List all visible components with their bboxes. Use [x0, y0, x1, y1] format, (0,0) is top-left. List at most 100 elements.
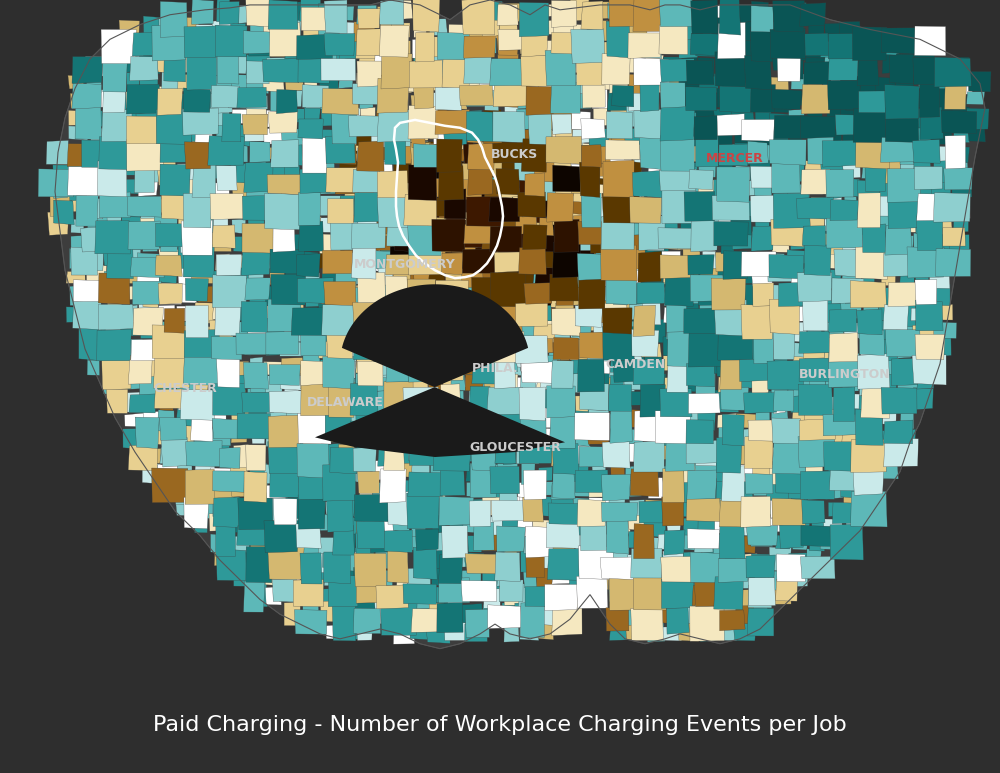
Polygon shape: [403, 387, 438, 409]
Polygon shape: [788, 342, 806, 357]
Polygon shape: [631, 271, 645, 284]
Polygon shape: [268, 180, 287, 195]
Polygon shape: [575, 305, 602, 327]
Polygon shape: [716, 252, 736, 271]
Polygon shape: [822, 233, 844, 254]
Polygon shape: [511, 297, 525, 306]
Polygon shape: [248, 318, 269, 342]
Polygon shape: [342, 222, 354, 237]
Polygon shape: [511, 317, 525, 332]
Polygon shape: [684, 308, 719, 333]
Polygon shape: [501, 308, 513, 318]
Polygon shape: [284, 601, 300, 625]
Polygon shape: [638, 251, 661, 282]
Polygon shape: [356, 5, 377, 24]
Polygon shape: [446, 162, 461, 182]
Polygon shape: [632, 131, 645, 142]
Polygon shape: [559, 315, 575, 332]
Polygon shape: [323, 465, 356, 501]
Polygon shape: [664, 588, 681, 605]
Polygon shape: [500, 128, 509, 141]
Polygon shape: [952, 75, 973, 95]
Polygon shape: [553, 337, 579, 359]
Polygon shape: [338, 606, 358, 620]
Polygon shape: [97, 329, 131, 361]
Polygon shape: [681, 358, 702, 375]
Polygon shape: [546, 329, 561, 342]
Polygon shape: [356, 390, 378, 410]
Polygon shape: [716, 495, 735, 514]
Polygon shape: [450, 427, 466, 447]
Polygon shape: [393, 222, 405, 237]
Polygon shape: [516, 302, 548, 326]
Polygon shape: [806, 124, 824, 143]
Polygon shape: [536, 304, 552, 321]
Polygon shape: [553, 242, 581, 278]
Polygon shape: [504, 414, 520, 427]
Polygon shape: [450, 234, 466, 250]
Polygon shape: [514, 209, 526, 224]
Polygon shape: [393, 179, 404, 189]
Polygon shape: [401, 274, 417, 283]
Polygon shape: [249, 375, 268, 393]
Polygon shape: [644, 604, 665, 618]
Polygon shape: [301, 7, 329, 31]
Polygon shape: [439, 359, 463, 380]
Polygon shape: [744, 55, 772, 90]
Polygon shape: [280, 374, 304, 390]
Polygon shape: [368, 237, 380, 246]
Polygon shape: [826, 408, 844, 427]
Polygon shape: [426, 328, 442, 343]
Polygon shape: [717, 301, 736, 325]
Polygon shape: [861, 386, 890, 418]
Polygon shape: [499, 496, 521, 516]
Polygon shape: [482, 339, 497, 359]
Polygon shape: [415, 529, 439, 550]
Polygon shape: [953, 211, 969, 233]
Polygon shape: [304, 36, 320, 58]
Polygon shape: [440, 319, 449, 332]
Polygon shape: [603, 326, 635, 360]
Polygon shape: [357, 344, 370, 355]
Polygon shape: [771, 376, 788, 394]
Polygon shape: [428, 358, 444, 374]
Polygon shape: [389, 374, 403, 390]
Polygon shape: [245, 199, 267, 213]
Polygon shape: [103, 250, 125, 267]
Polygon shape: [391, 285, 403, 295]
Polygon shape: [298, 473, 330, 499]
Polygon shape: [587, 339, 611, 361]
Polygon shape: [417, 190, 429, 202]
Polygon shape: [354, 192, 381, 222]
Polygon shape: [769, 299, 800, 335]
Polygon shape: [536, 566, 553, 588]
Polygon shape: [628, 515, 649, 531]
Polygon shape: [428, 393, 449, 408]
Polygon shape: [500, 216, 517, 230]
Polygon shape: [637, 282, 666, 304]
Polygon shape: [270, 268, 285, 285]
Polygon shape: [717, 114, 744, 136]
Polygon shape: [382, 224, 392, 237]
Polygon shape: [370, 272, 380, 283]
Polygon shape: [270, 249, 304, 274]
Polygon shape: [715, 130, 732, 145]
Polygon shape: [699, 73, 719, 93]
Polygon shape: [246, 547, 272, 583]
Polygon shape: [551, 360, 574, 388]
Polygon shape: [453, 191, 465, 202]
Polygon shape: [549, 413, 576, 448]
Polygon shape: [496, 169, 520, 195]
Polygon shape: [747, 141, 768, 164]
Polygon shape: [948, 97, 967, 109]
Polygon shape: [433, 198, 446, 216]
Polygon shape: [666, 301, 687, 332]
Polygon shape: [356, 29, 382, 56]
Polygon shape: [510, 284, 525, 295]
Polygon shape: [108, 40, 124, 56]
Polygon shape: [87, 214, 110, 231]
Polygon shape: [346, 366, 356, 378]
Polygon shape: [787, 250, 807, 264]
Polygon shape: [718, 377, 738, 392]
Polygon shape: [584, 303, 595, 318]
